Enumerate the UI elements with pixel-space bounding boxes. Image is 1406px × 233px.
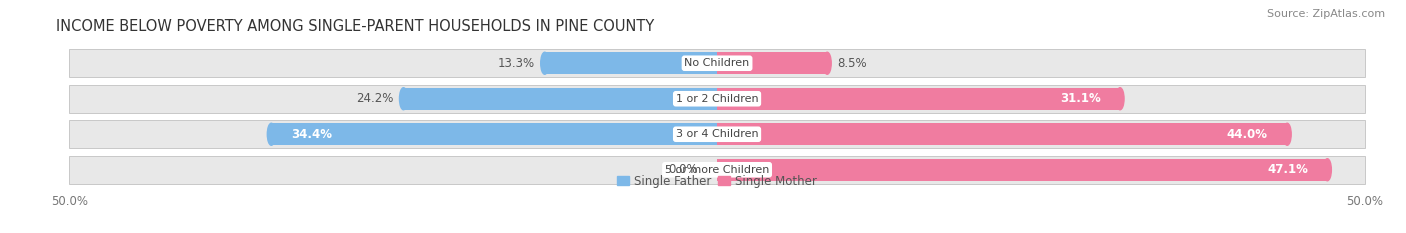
Text: 47.1%: 47.1% [1267, 163, 1308, 176]
Legend: Single Father, Single Mother: Single Father, Single Mother [613, 170, 821, 193]
Circle shape [1284, 123, 1291, 145]
Bar [717, 52, 827, 74]
Bar [404, 88, 717, 110]
Bar [717, 88, 1121, 110]
Bar [717, 159, 1327, 181]
Circle shape [823, 52, 831, 74]
Text: 13.3%: 13.3% [498, 57, 534, 70]
Circle shape [399, 88, 408, 110]
Text: INCOME BELOW POVERTY AMONG SINGLE-PARENT HOUSEHOLDS IN PINE COUNTY: INCOME BELOW POVERTY AMONG SINGLE-PARENT… [56, 19, 654, 34]
Bar [544, 52, 717, 74]
Text: Source: ZipAtlas.com: Source: ZipAtlas.com [1267, 9, 1385, 19]
Circle shape [1116, 88, 1123, 110]
Text: 44.0%: 44.0% [1227, 128, 1268, 141]
Circle shape [541, 52, 548, 74]
Bar [69, 85, 1365, 113]
Text: No Children: No Children [685, 58, 749, 68]
Text: 3 or 4 Children: 3 or 4 Children [676, 129, 758, 139]
Bar [69, 156, 1365, 184]
Text: 24.2%: 24.2% [356, 92, 394, 105]
Circle shape [1323, 159, 1331, 181]
Text: 0.0%: 0.0% [668, 163, 697, 176]
Text: 1 or 2 Children: 1 or 2 Children [676, 94, 758, 104]
Text: 5 or more Children: 5 or more Children [665, 165, 769, 175]
Text: 34.4%: 34.4% [291, 128, 332, 141]
Circle shape [267, 123, 276, 145]
Bar [717, 123, 1286, 145]
Text: 31.1%: 31.1% [1060, 92, 1101, 105]
Text: 8.5%: 8.5% [838, 57, 868, 70]
Bar [271, 123, 717, 145]
Bar [69, 120, 1365, 148]
Bar [69, 49, 1365, 77]
